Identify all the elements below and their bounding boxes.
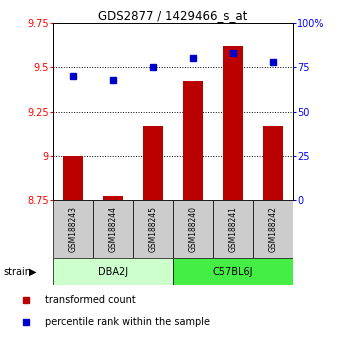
Bar xyxy=(143,126,163,200)
Bar xyxy=(103,196,123,200)
Title: GDS2877 / 1429466_s_at: GDS2877 / 1429466_s_at xyxy=(98,9,248,22)
Bar xyxy=(183,81,203,200)
Text: C57BL6J: C57BL6J xyxy=(213,267,253,277)
Text: GSM188241: GSM188241 xyxy=(229,206,238,252)
Bar xyxy=(253,200,293,258)
Text: strain: strain xyxy=(3,267,31,277)
Text: transformed count: transformed count xyxy=(45,295,136,306)
Bar xyxy=(173,200,213,258)
Text: GSM188240: GSM188240 xyxy=(189,206,197,252)
Text: GSM188243: GSM188243 xyxy=(69,206,77,252)
Bar xyxy=(53,258,173,285)
Text: GSM188244: GSM188244 xyxy=(108,206,117,252)
Text: GSM188242: GSM188242 xyxy=(269,206,278,252)
Text: percentile rank within the sample: percentile rank within the sample xyxy=(45,316,210,327)
Text: GSM188245: GSM188245 xyxy=(149,206,158,252)
Bar xyxy=(53,200,93,258)
Bar xyxy=(223,46,243,200)
Bar xyxy=(263,126,283,200)
Text: ▶: ▶ xyxy=(29,267,36,277)
Bar xyxy=(133,200,173,258)
Text: DBA2J: DBA2J xyxy=(98,267,128,277)
Bar xyxy=(173,258,293,285)
Bar xyxy=(213,200,253,258)
Bar xyxy=(63,156,83,200)
Bar xyxy=(93,200,133,258)
